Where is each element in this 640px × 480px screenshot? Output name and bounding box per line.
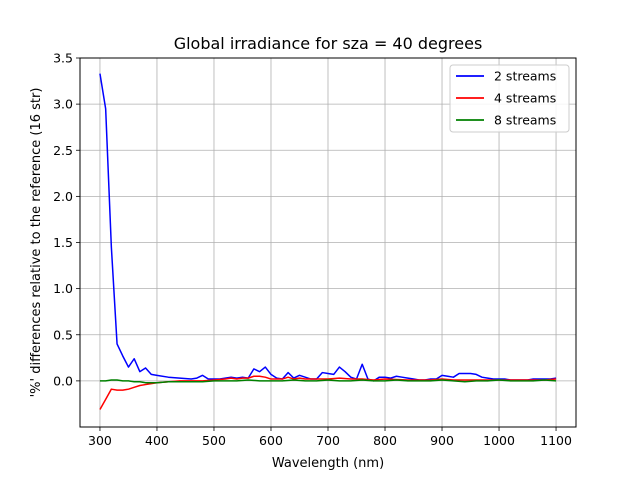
y-axis-label: '%' differences relative to the referenc… bbox=[29, 88, 44, 398]
y-tick-label: 2.0 bbox=[53, 189, 73, 204]
x-tick-label: 1100 bbox=[540, 433, 572, 448]
x-tick-label: 1000 bbox=[483, 433, 515, 448]
legend-label: 4 streams bbox=[494, 91, 556, 106]
y-tick-label: 3.5 bbox=[53, 51, 73, 66]
y-tick-label: 2.5 bbox=[53, 143, 73, 158]
x-tick-label: 600 bbox=[259, 433, 283, 448]
y-tick-label: 0.5 bbox=[53, 327, 73, 342]
y-tick-label: 1.5 bbox=[53, 235, 73, 250]
series-layer bbox=[99, 73, 557, 410]
x-tick-label: 500 bbox=[202, 433, 226, 448]
axis-ticks: 300 400 500 600 700 800 900 1000 1100 0.0 0.5 1.0 1.… bbox=[53, 51, 572, 449]
legend-label: 8 streams bbox=[494, 113, 556, 128]
x-axis-label: Wavelength (nm) bbox=[272, 456, 384, 471]
series-line-2 bbox=[99, 375, 557, 410]
series-line-1 bbox=[99, 73, 557, 382]
chart-title: Global irradiance for sza = 40 degrees bbox=[174, 34, 483, 53]
x-tick-label: 400 bbox=[145, 433, 169, 448]
legend-box bbox=[449, 64, 570, 133]
legend-label: 2 streams bbox=[494, 69, 556, 84]
y-tick-label: 1.0 bbox=[53, 281, 73, 296]
x-tick-label: 900 bbox=[430, 433, 454, 448]
y-tick-label: 3.0 bbox=[53, 97, 73, 112]
x-tick-label: 700 bbox=[316, 433, 340, 448]
y-tick-label: 0.0 bbox=[53, 373, 73, 388]
x-tick-label: 300 bbox=[88, 433, 112, 448]
legend: 2 streams 4 streams 8 streams bbox=[449, 64, 570, 133]
x-tick-label: 800 bbox=[373, 433, 397, 448]
series-line-3 bbox=[99, 379, 557, 384]
